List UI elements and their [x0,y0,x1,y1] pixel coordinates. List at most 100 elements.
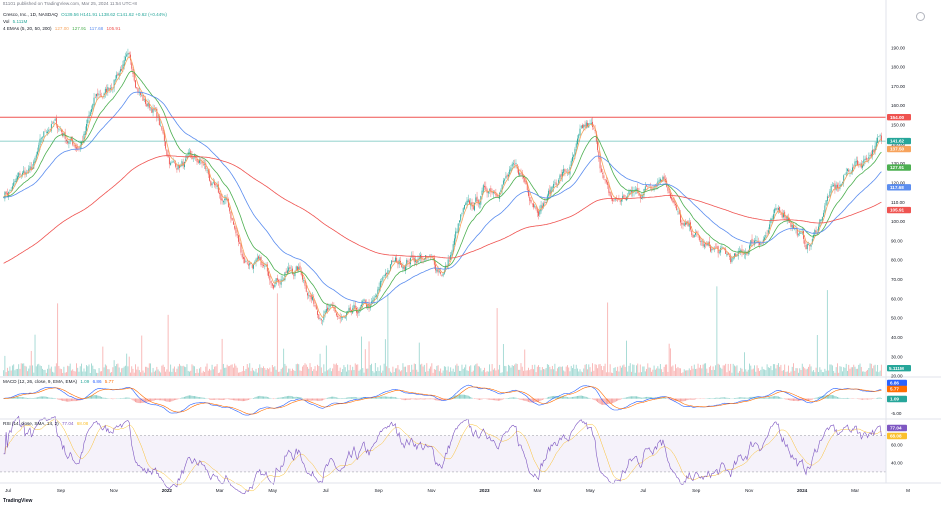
volume-bar [710,365,712,376]
macd-histogram-bar [127,397,129,399]
volume-bar [589,367,591,376]
volume-bar [391,372,393,376]
macd-histogram-bar [394,397,396,399]
candle-body [322,320,324,322]
candle-body [285,271,287,273]
macd-histogram-bar [480,398,482,400]
volume-bar [534,364,536,376]
macd-histogram-bar [170,398,172,402]
macd-histogram-bar [143,398,145,403]
volume-bar [464,367,465,376]
time-tick-label: Sep [692,488,701,493]
candle-body [577,138,578,145]
macd-histogram-bar [231,398,233,401]
candle-body [511,163,513,167]
macd-histogram-bar [263,396,265,399]
candle-body [14,181,16,183]
macd-histogram-bar [72,398,74,402]
volume-bar [344,367,346,376]
macd-histogram-bar [651,397,653,399]
ema5-line [3,56,882,318]
volume-bar [752,368,754,376]
candle-body [366,303,367,307]
candle-body [850,173,852,175]
snapshot-icon[interactable] [916,12,925,21]
volume-bar [744,352,745,376]
volume-bar [126,353,128,376]
volume-bar [190,370,192,376]
volume-bar [674,364,676,376]
macd-histogram-bar [256,396,258,399]
price-tick-label: 50.00 [891,316,903,321]
volume-bar [761,366,763,376]
volume-bar [563,370,565,376]
candle-body [541,205,543,209]
price-tick-label: 40.00 [891,335,903,340]
macd-histogram-bar [734,398,735,399]
candle-body [789,221,791,223]
volume-bar [795,368,797,376]
macd-histogram-bar [48,397,50,399]
macd-histogram-bar [707,398,709,399]
volume-bar [372,371,374,376]
macd-histogram-bar [430,398,432,400]
candle-body [790,222,792,227]
candle-body [809,244,811,247]
volume-bar [243,366,244,376]
candle-body [309,295,311,297]
macd-histogram-bar [555,396,557,399]
macd-histogram-bar [815,397,817,399]
volume-bar [447,366,449,376]
candle-body [489,189,491,191]
candle-body [681,223,683,225]
candle-body [767,230,769,233]
candle-body [55,118,57,126]
candle-body [387,270,389,276]
candle-body [774,209,776,213]
price-badge [887,137,911,145]
macd-histogram-bar [534,398,536,403]
volume-bar [446,370,448,376]
macd-histogram-bar [386,396,388,399]
volume-bar [146,366,148,376]
price-tick-label: 70.00 [891,277,903,282]
volume-bar [877,364,879,376]
volume-bar [378,370,380,376]
volume-bar [713,369,715,376]
candle-body [742,253,744,255]
macd-histogram-bar [440,398,442,401]
volume-bar [62,372,64,376]
volume-bar [258,367,259,376]
macd-histogram-bar [539,398,541,402]
macd-histogram-bar [772,396,774,399]
macd-histogram-bar [649,397,651,399]
candle-body [594,129,596,131]
volume-bar [249,363,251,376]
ohlc-values: O139.56 H141.91 L138.62 C141.62 +0.62 (+… [61,12,167,17]
volume-bar [495,370,497,376]
volume-bar [89,372,91,376]
volume-bar [459,370,460,376]
volume-bar [840,366,842,376]
macd-histogram-bar [809,398,811,401]
candle-body [872,149,874,157]
macd-histogram-bar [126,397,128,399]
macd-histogram-bar [148,398,150,402]
volume-bar [68,366,70,376]
macd-histogram-bar [15,397,17,399]
volume-bar [382,370,384,376]
volume-bar [775,368,777,376]
candle-body [288,267,290,272]
candle-body [381,281,383,282]
candle-body [759,242,761,245]
macd-histogram-bar [132,398,134,401]
volume-bar [519,369,521,376]
candle-body [432,255,434,259]
macd-histogram-bar [433,398,435,400]
macd-histogram-bar [845,397,847,399]
candle-body [702,239,704,247]
ema50-value: 117.68 [89,26,104,31]
volume-bar [526,370,528,376]
macd-histogram-bar [70,398,72,402]
